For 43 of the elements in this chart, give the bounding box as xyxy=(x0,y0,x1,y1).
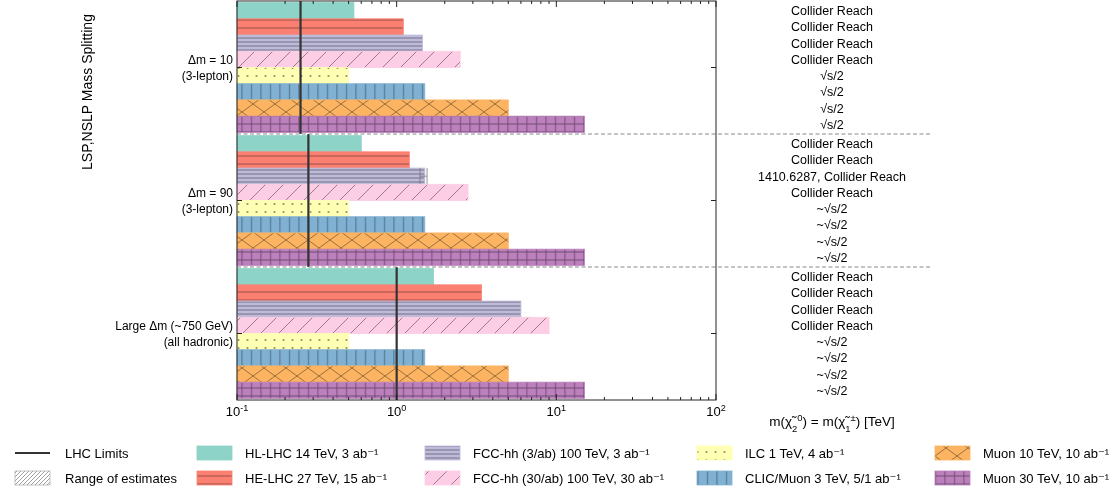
x-tick-label: 10$^{1}$ xyxy=(546,403,567,419)
x-tick-label: 10$^{0}$ xyxy=(386,403,407,419)
text: ~√s/2 xyxy=(816,202,848,217)
legend-label: Muon 30 TeV, 10 ab⁻¹ xyxy=(983,470,1110,486)
legend-label: ILC 1 TeV, 4 ab⁻¹ xyxy=(745,445,846,461)
text: Collider Reach xyxy=(791,302,874,317)
text: ~√s/2 xyxy=(816,234,848,249)
legend-label: Muon 10 TeV, 10 ab⁻¹ xyxy=(983,445,1110,461)
text: ~√s/2 xyxy=(816,351,848,366)
text: 1410.6287, Collider Reach xyxy=(757,169,907,184)
x-tick-label: 10$^{2}$ xyxy=(706,403,726,419)
y-axis-title: LSP,NSLP Mass Splitting xyxy=(79,14,95,170)
text: Collider Reach xyxy=(791,20,874,35)
text: ~√s/2 xyxy=(816,250,848,265)
text: Range of estimates xyxy=(65,470,178,486)
legend-label: HL-LHC 14 TeV, 3 ab⁻¹ xyxy=(245,445,379,461)
text: Collider Reach xyxy=(791,36,874,51)
text: Collider Reach xyxy=(791,286,874,301)
text: Collider Reach xyxy=(791,137,874,152)
text: √s/2 xyxy=(820,85,844,100)
legend-label: FCC-hh (3/ab) 100 TeV, 3 ab⁻¹ xyxy=(473,445,651,461)
legend-label: LHC Limits xyxy=(65,445,130,461)
text: √s/2 xyxy=(820,69,844,84)
y-tick-label: Δm = 90 (3-lepton) xyxy=(181,185,234,216)
text: Collider Reach xyxy=(791,153,874,168)
text: Collider Reach xyxy=(791,185,874,200)
legend-label: FCC-hh (30/ab) 100 TeV, 30 ab⁻¹ xyxy=(473,470,665,486)
text: ~√s/2 xyxy=(816,367,848,382)
text: √s/2 xyxy=(820,101,844,116)
text: Collider Reach xyxy=(791,52,874,67)
text: Collider Reach xyxy=(791,270,874,285)
text: ~√s/2 xyxy=(816,218,848,233)
legend-label: CLIC/Muon 3 TeV, 5/1 ab⁻¹ xyxy=(745,470,902,486)
text: ~√s/2 xyxy=(816,383,848,398)
x-tick-label: 10$^{-1}$ xyxy=(225,403,249,419)
text: Collider Reach xyxy=(791,318,874,333)
text: √s/2 xyxy=(820,117,844,132)
y-tick-label: Δm = 10 (3-lepton) xyxy=(181,52,234,83)
y-tick-label: Large Δm (~750 GeV) (all hadronic) xyxy=(115,318,233,349)
text: Collider Reach xyxy=(791,4,874,19)
legend-label: HE-LHC 27 TeV, 15 ab⁻¹ xyxy=(245,470,388,486)
x-axis-title: m(χ̃$_{2}$$^{0}$) = m(χ̃$_{1}$$^{±}$) [TeV] xyxy=(769,411,895,434)
text: ~√s/2 xyxy=(816,335,848,350)
